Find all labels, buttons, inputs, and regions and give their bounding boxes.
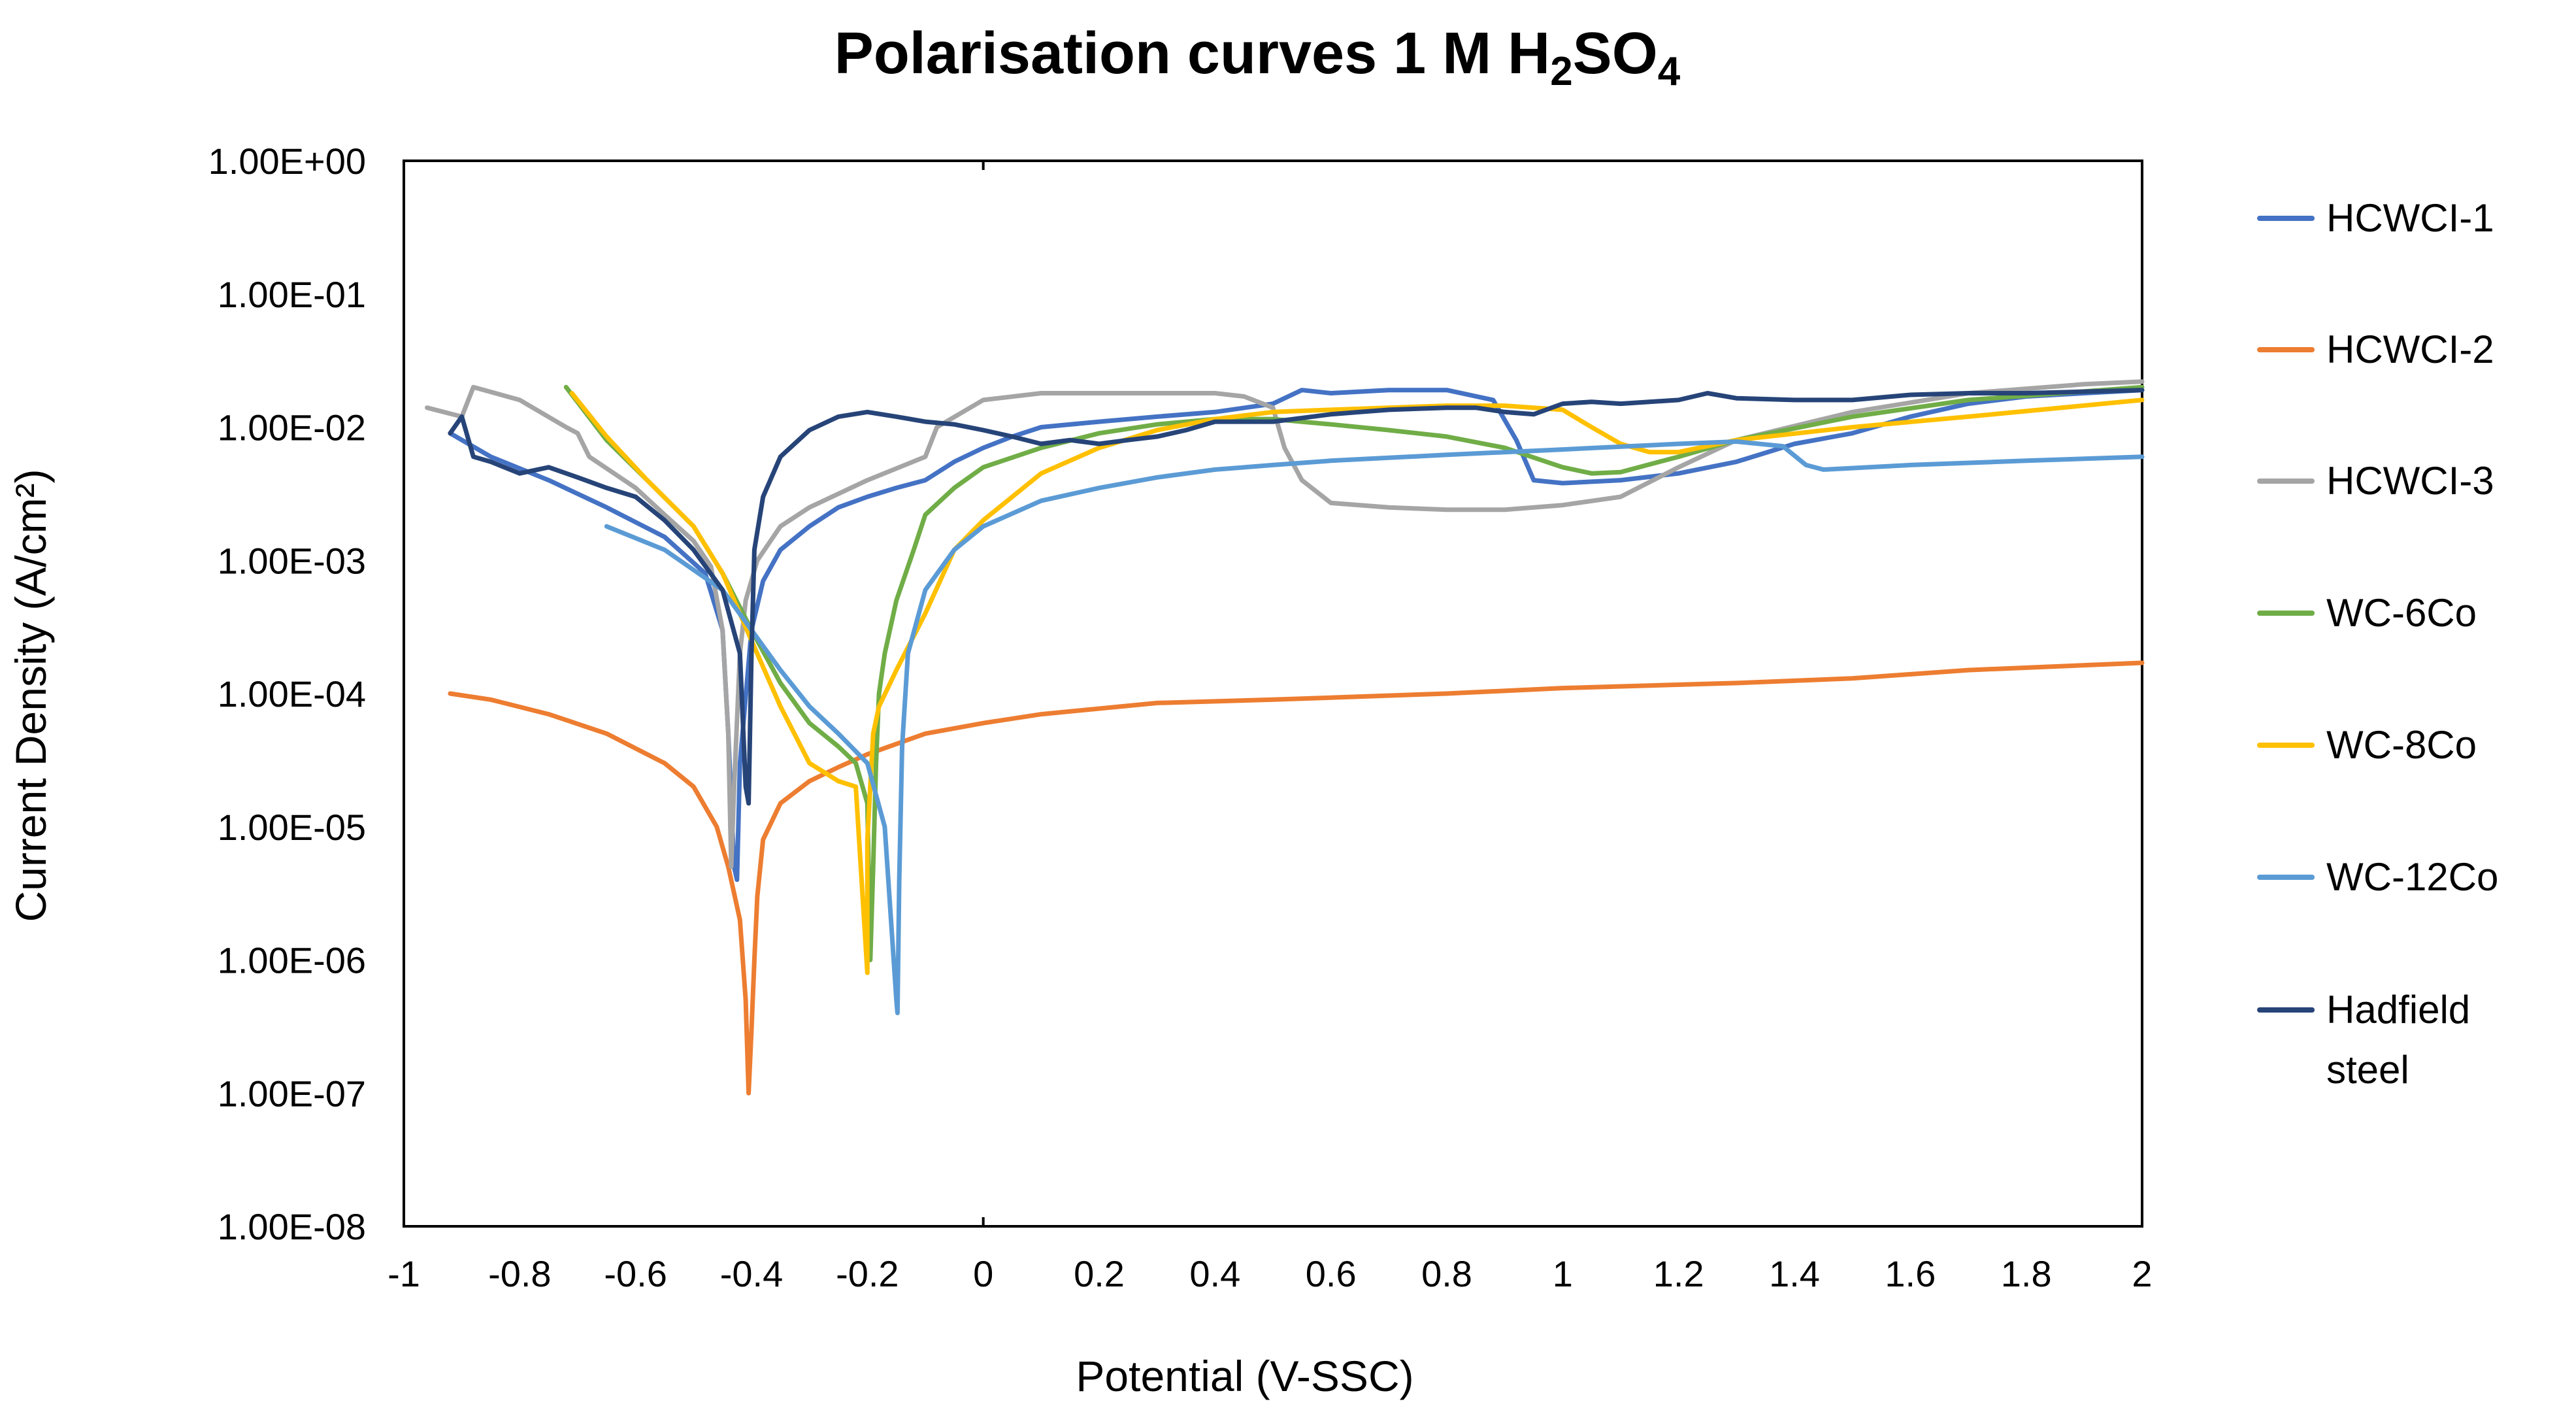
chart-title-so: SO [1573,21,1658,86]
legend: HCWCI-1 HCWCI-2 HCWCI-3 WC-6Co WC-8Co WC-12Co… [2257,196,2498,1092]
x-tick-label: -0.4 [720,1253,784,1294]
y-tick-label: 1.00E-04 [218,673,366,714]
x-tick-label: -0.6 [604,1253,667,1294]
x-tick-label: 1 [1553,1253,1573,1294]
legend-label: WC-12Co [2326,855,2498,899]
x-axis-title: Potential (V-SSC) [1076,1352,1413,1400]
plot-area [403,159,2143,1228]
x-tick-label: 2 [2132,1253,2152,1294]
x-tick-label: 0.6 [1306,1253,1357,1294]
x-tick-label: -0.2 [836,1253,899,1294]
x-tick-label: 0 [973,1253,993,1294]
x-tick-label: 1.2 [1653,1253,1704,1294]
x-tick-label: 1.4 [1769,1253,1820,1294]
legend-label-steel: steel [2326,1048,2409,1092]
chart-title-subscript-2: 2 [1550,49,1572,94]
x-tick-label: -0.8 [488,1253,552,1294]
chart-title-main: Polarisation curves 1 M H [834,21,1550,86]
x-tick-label: 1.8 [2001,1253,2052,1294]
series-line-wc-12co [604,439,2145,1016]
series-line-hcwci-3 [425,379,2145,869]
legend-label-hadfield: Hadfield [2326,988,2470,1032]
x-axis-ticks: -1 -0.8 -0.6 -0.4 -0.2 0 0.2 0.4 0.6 0.8 1 1.2 1.4 1.… [388,1253,2152,1294]
y-tick-label: 1.00E-06 [218,940,366,981]
legend-label: HCWCI-2 [2326,327,2494,371]
y-axis-ticks: 1.00E+00 1.00E-01 1.00E-02 1.00E-03 1.00E-04… [208,141,366,1247]
series-line-hcwci-2 [448,660,2145,1096]
y-tick-label: 1.00E-08 [218,1206,366,1247]
legend-label: WC-6Co [2326,591,2477,635]
x-tick-label: 1.6 [1885,1253,1936,1294]
x-tick-label: -1 [388,1253,420,1294]
y-tick-label: 1.00E+00 [208,141,366,182]
series-line-wc-8co [569,391,2145,975]
chart-title-subscript-4: 4 [1658,49,1681,94]
legend-label: HCWCI-1 [2326,196,2494,240]
y-tick-label: 1.00E-05 [218,807,366,848]
legend-label: HCWCI-3 [2326,459,2494,503]
x-tick-label: 0.8 [1421,1253,1472,1294]
series-line-wc-6co [563,384,2145,962]
y-tick-label: 1.00E-01 [218,274,366,315]
series-line-hadfield-steel [448,388,2145,806]
x-tick-label: 0.4 [1189,1253,1240,1294]
y-tick-label: 1.00E-02 [218,407,366,448]
chart-title: Polarisation curves 1 M H2SO4 [834,21,1681,94]
y-tick-label: 1.00E-07 [218,1073,366,1114]
data-series [425,379,2145,1096]
y-axis-title: Current Density (A/cm²) [7,469,55,922]
legend-label: WC-8Co [2326,723,2477,767]
x-tick-label: 0.2 [1074,1253,1125,1294]
y-tick-label: 1.00E-03 [218,540,366,581]
